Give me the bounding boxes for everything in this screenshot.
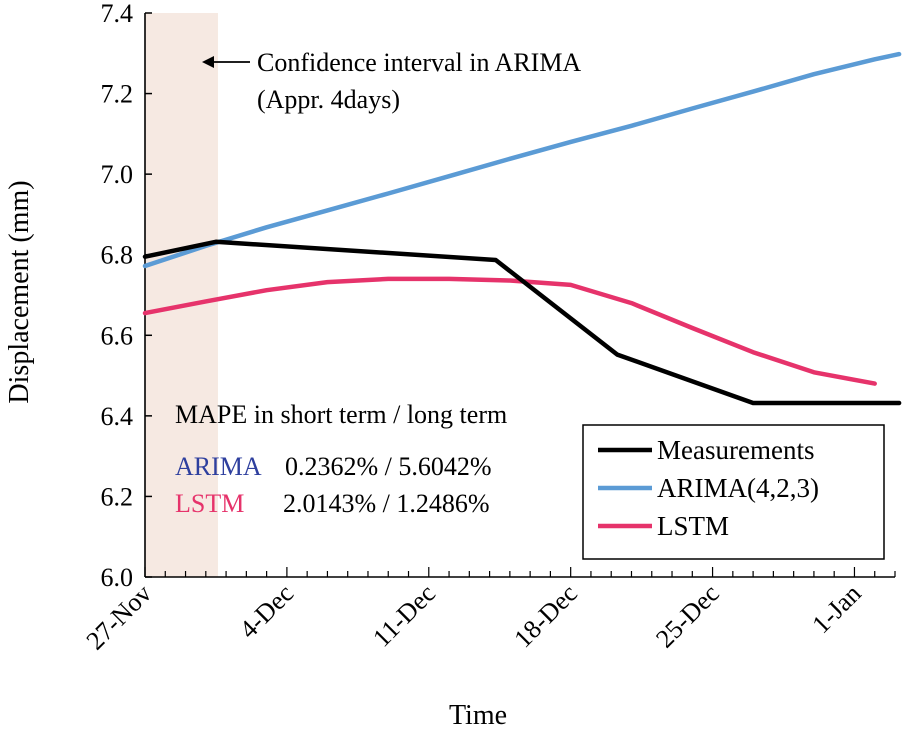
series-measurements: [142, 239, 902, 406]
band-annotation: Confidence interval in ARIMA (Appr. 4day…: [202, 48, 581, 114]
y-tick-label: 6.4: [101, 402, 134, 431]
series-arima-4-2-3: [142, 51, 902, 269]
y-tick-label: 6.6: [101, 321, 134, 350]
legend-box: [582, 424, 885, 560]
mape-lstm-values: 2.0143% / 1.2486%: [283, 489, 490, 518]
x-tick-label: 18-Dec: [508, 579, 583, 654]
arrow-head-icon: [202, 56, 214, 68]
y-tick-labels: 6.0 6.2 6.4 6.6 6.8 7.0 7.2 7.4: [101, 0, 134, 592]
y-tick-label: 6.8: [101, 241, 134, 270]
band-label-line2: (Appr. 4days): [257, 85, 400, 114]
y-tick-label: 7.4: [101, 0, 134, 28]
axes: [144, 12, 896, 578]
x-tick-label: 1-Jan: [806, 579, 866, 639]
x-axis-label: Time: [449, 700, 507, 731]
y-tick-label: 6.0: [101, 563, 134, 592]
y-axis-label: Displacement (mm): [4, 180, 35, 403]
mape-title: MAPE in short term / long term: [175, 400, 507, 429]
mape-annotation: MAPE in short term / long term ARIMA 0.2…: [175, 400, 507, 518]
legend-item-label: LSTM: [657, 511, 729, 541]
mape-arima-values: 0.2362% / 5.6042%: [285, 452, 492, 481]
legend-item-label: Measurements: [657, 435, 814, 465]
mape-arima-name: ARIMA: [175, 452, 262, 481]
series-lstm: [142, 276, 877, 386]
mape-lstm-name: LSTM: [175, 489, 244, 518]
y-tick-label: 7.0: [101, 160, 134, 189]
series-lines: [142, 51, 902, 406]
confidence-interval-band: [145, 13, 218, 577]
x-tick-label: 11-Dec: [367, 579, 441, 653]
x-tick-label: 4-Dec: [234, 579, 299, 644]
legend: Measurements ARIMA(4,2,3) LSTM: [582, 424, 885, 560]
x-tick-label: 25-Dec: [650, 579, 725, 654]
y-tick-label: 7.2: [101, 80, 134, 109]
y-tick-label: 6.2: [101, 482, 134, 511]
legend-item-label: ARIMA(4,2,3): [657, 473, 819, 503]
x-tick-labels: 27-Nov 4-Dec 11-Dec 18-Dec 25-Dec 1-Jan: [81, 579, 867, 656]
band-label-line1: Confidence interval in ARIMA: [257, 48, 581, 77]
